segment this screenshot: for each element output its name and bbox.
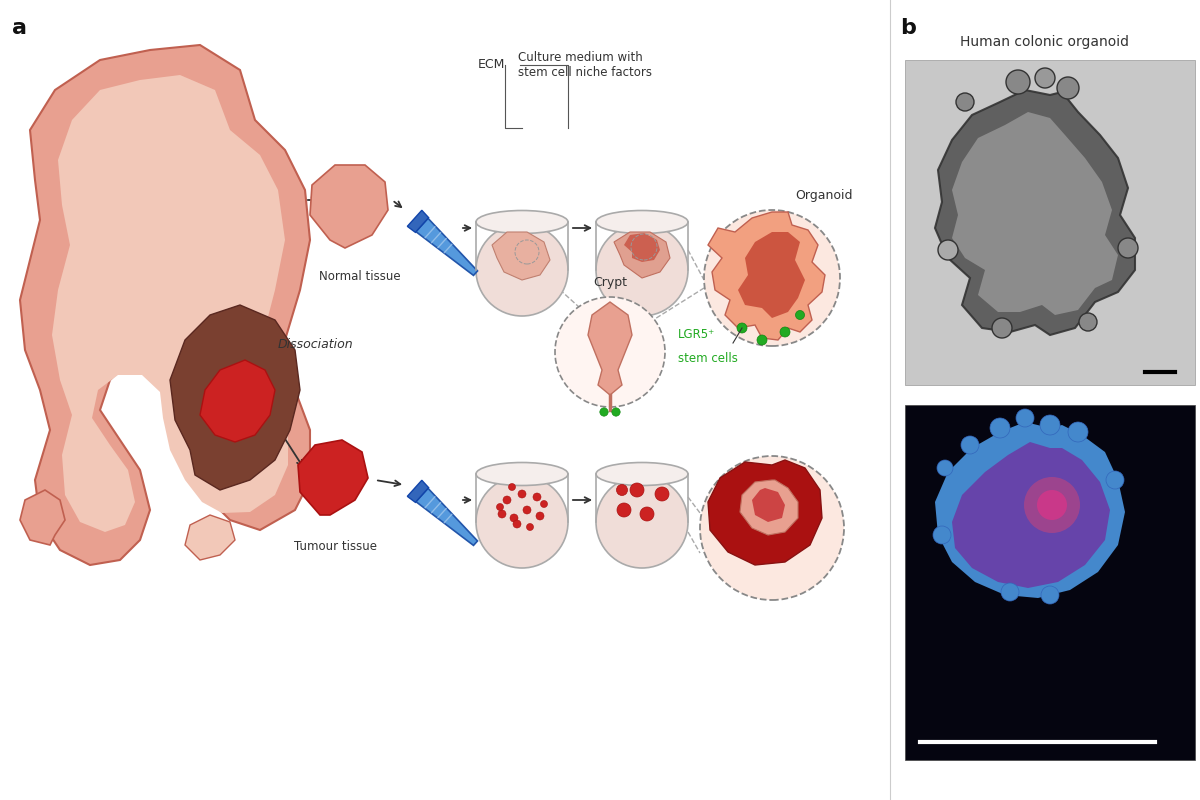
Circle shape	[1006, 70, 1030, 94]
Text: Tumour tissue: Tumour tissue	[294, 540, 377, 553]
Circle shape	[536, 512, 544, 520]
Circle shape	[796, 310, 804, 319]
Circle shape	[540, 501, 547, 507]
Polygon shape	[52, 75, 288, 532]
Circle shape	[476, 224, 568, 316]
Polygon shape	[407, 210, 428, 232]
Circle shape	[617, 485, 628, 495]
Ellipse shape	[596, 210, 688, 234]
Polygon shape	[935, 90, 1135, 335]
Circle shape	[1042, 586, 1060, 604]
Polygon shape	[738, 232, 805, 318]
Circle shape	[704, 210, 840, 346]
Ellipse shape	[596, 462, 688, 486]
Polygon shape	[952, 112, 1118, 315]
Circle shape	[655, 487, 670, 501]
Circle shape	[630, 483, 644, 497]
Text: b: b	[900, 18, 916, 38]
Circle shape	[1118, 238, 1138, 258]
Circle shape	[518, 490, 526, 498]
Circle shape	[514, 520, 521, 528]
Polygon shape	[740, 480, 798, 535]
Text: Dissociation: Dissociation	[277, 338, 353, 351]
Text: LGR5⁺: LGR5⁺	[678, 327, 715, 341]
Text: Culture medium with
stem cell niche factors: Culture medium with stem cell niche fact…	[518, 51, 652, 79]
Polygon shape	[416, 218, 478, 275]
Polygon shape	[185, 515, 235, 560]
Circle shape	[1079, 313, 1097, 331]
Circle shape	[476, 476, 568, 568]
Polygon shape	[708, 460, 822, 565]
Circle shape	[934, 526, 952, 544]
Circle shape	[956, 93, 974, 111]
Circle shape	[937, 460, 953, 476]
Polygon shape	[935, 422, 1126, 598]
Circle shape	[527, 523, 534, 530]
Text: Human colonic organoid: Human colonic organoid	[960, 35, 1129, 49]
Polygon shape	[708, 212, 826, 340]
Text: stem cells: stem cells	[678, 351, 738, 365]
Circle shape	[509, 483, 516, 490]
Circle shape	[1057, 77, 1079, 99]
Circle shape	[1068, 422, 1088, 442]
Circle shape	[1106, 471, 1124, 489]
Text: Normal tissue: Normal tissue	[319, 270, 401, 283]
Circle shape	[780, 327, 790, 337]
Text: Organoid: Organoid	[796, 189, 852, 202]
Circle shape	[992, 318, 1012, 338]
Circle shape	[617, 503, 631, 517]
Polygon shape	[170, 305, 300, 490]
Text: Crypt: Crypt	[593, 276, 628, 289]
Polygon shape	[624, 233, 660, 262]
Circle shape	[1040, 415, 1060, 435]
Circle shape	[600, 408, 608, 416]
Circle shape	[700, 456, 844, 600]
Circle shape	[1034, 68, 1055, 88]
Polygon shape	[20, 45, 310, 565]
Circle shape	[596, 476, 688, 568]
Polygon shape	[416, 488, 478, 546]
Circle shape	[523, 506, 530, 514]
Circle shape	[1024, 477, 1080, 533]
Polygon shape	[588, 302, 632, 395]
Polygon shape	[905, 60, 1195, 385]
Circle shape	[497, 503, 504, 510]
Circle shape	[961, 436, 979, 454]
Circle shape	[612, 408, 620, 416]
Polygon shape	[752, 488, 785, 522]
Text: ECM: ECM	[478, 58, 505, 71]
Circle shape	[1016, 409, 1034, 427]
Circle shape	[990, 418, 1010, 438]
Ellipse shape	[476, 210, 568, 234]
Circle shape	[554, 297, 665, 407]
Polygon shape	[614, 232, 670, 278]
Circle shape	[1037, 490, 1067, 520]
Polygon shape	[200, 360, 275, 442]
Circle shape	[596, 224, 688, 316]
Circle shape	[737, 323, 746, 333]
Polygon shape	[492, 232, 550, 280]
Polygon shape	[952, 442, 1110, 588]
Circle shape	[757, 335, 767, 345]
Ellipse shape	[476, 462, 568, 486]
Circle shape	[503, 496, 511, 504]
Circle shape	[1001, 583, 1019, 601]
Circle shape	[510, 514, 518, 522]
Polygon shape	[310, 165, 388, 248]
Polygon shape	[905, 405, 1195, 760]
Circle shape	[533, 493, 541, 501]
Circle shape	[640, 507, 654, 521]
Polygon shape	[407, 480, 428, 502]
Circle shape	[938, 240, 958, 260]
Polygon shape	[20, 490, 65, 545]
Polygon shape	[298, 440, 368, 515]
Circle shape	[498, 510, 506, 518]
Text: a: a	[12, 18, 28, 38]
